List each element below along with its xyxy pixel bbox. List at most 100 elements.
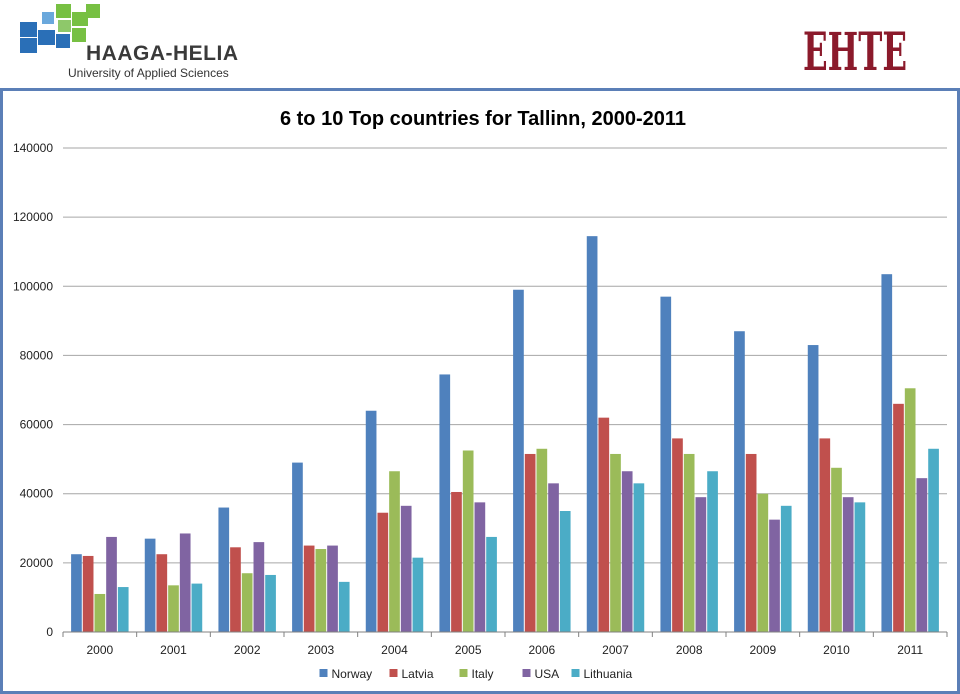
- haaga-helia-logo-icon: [20, 4, 100, 53]
- bar-usa-2008: [695, 497, 707, 632]
- axes: 0 20000 40000 60000 80000 100000 120000 140000 2…: [13, 141, 948, 657]
- bar-norway-2007: [586, 236, 598, 632]
- bar-italy-2004: [389, 471, 400, 632]
- y-tick-label: 120000: [13, 210, 53, 224]
- bar-norway-2005: [439, 374, 451, 632]
- x-tick-label: 2004: [381, 643, 408, 657]
- bar-norway-2004: [365, 410, 377, 632]
- bar-italy-2000: [94, 593, 106, 632]
- y-tick-label: 60000: [20, 418, 54, 432]
- bar-lithuania-2011: [928, 448, 939, 632]
- y-tick-label: 100000: [13, 279, 53, 293]
- haaga-helia-name: HAAGA-HELIA: [86, 42, 239, 65]
- x-tick-label: 2007: [602, 643, 629, 657]
- bar-lithuania-2001: [191, 583, 203, 632]
- bar-latvia-2004: [377, 512, 389, 632]
- bar-usa-2011: [916, 478, 928, 632]
- bars: [71, 236, 939, 632]
- bar-latvia-2005: [451, 491, 462, 632]
- y-tick-label: 140000: [13, 141, 53, 155]
- bar-norway-2010: [807, 345, 819, 632]
- bar-latvia-2010: [819, 438, 831, 632]
- x-tick-label: 2002: [234, 643, 261, 657]
- bar-norway-2006: [513, 289, 524, 632]
- bar-latvia-2001: [156, 554, 168, 632]
- legend-swatch-usa: [522, 669, 531, 677]
- bar-norway-2000: [71, 554, 82, 632]
- y-tick-label: 0: [46, 625, 53, 639]
- legend-swatch-lithuania: [571, 669, 580, 677]
- bar-lithuania-2000: [117, 587, 129, 632]
- haaga-helia-subtitle: University of Applied Sciences: [68, 66, 229, 80]
- bar-lithuania-2004: [412, 557, 424, 632]
- bar-usa-2010: [842, 497, 854, 632]
- x-tick-label: 2011: [897, 643, 923, 657]
- y-tick-label: 20000: [20, 556, 54, 570]
- legend-swatch-latvia: [389, 669, 398, 677]
- bar-italy-2005: [462, 450, 474, 632]
- bar-lithuania-2002: [265, 574, 276, 632]
- x-tick-label: 2010: [823, 643, 850, 657]
- slide-header: HAAGA-HELIA University of Applied Scienc…: [0, 0, 960, 88]
- x-tick-label: 2003: [307, 643, 334, 657]
- bar-italy-2008: [683, 453, 695, 632]
- bar-latvia-2007: [598, 417, 610, 632]
- x-tick-label: 2008: [676, 643, 703, 657]
- bar-latvia-2003: [303, 545, 315, 632]
- x-tick-label: 2006: [528, 643, 555, 657]
- bar-lithuania-2005: [486, 536, 497, 632]
- bar-lithuania-2010: [854, 502, 866, 632]
- legend-swatch-norway: [319, 669, 328, 677]
- legend-label-norway: Norway: [332, 667, 373, 681]
- bar-italy-2011: [904, 388, 916, 632]
- bar-norway-2011: [881, 274, 893, 632]
- bar-norway-2002: [218, 507, 230, 632]
- y-tick-label: 80000: [20, 348, 54, 362]
- bar-italy-2007: [610, 453, 621, 632]
- bar-latvia-2011: [893, 403, 904, 632]
- bar-latvia-2000: [82, 555, 94, 632]
- legend-label-lithuania: Lithuania: [584, 667, 633, 681]
- legend: Norway Latvia Italy USA Lithuania: [319, 667, 633, 681]
- bar-lithuania-2007: [633, 483, 645, 632]
- bar-italy-2006: [536, 448, 548, 632]
- bar-usa-2000: [106, 536, 117, 632]
- bar-latvia-2008: [672, 438, 683, 632]
- bar-usa-2007: [621, 471, 633, 632]
- bar-usa-2004: [400, 505, 412, 632]
- ehte-logo: EHTE: [803, 22, 907, 82]
- chart-frame: 0 20000 40000 60000 80000 100000 120000 140000 2…: [0, 88, 960, 694]
- bar-usa-2005: [474, 502, 486, 632]
- bar-usa-2006: [548, 483, 559, 632]
- bar-usa-2002: [253, 542, 265, 632]
- bar-norway-2008: [660, 296, 672, 632]
- legend-label-usa: USA: [535, 667, 560, 681]
- bar-chart: 0 20000 40000 60000 80000 100000 120000 140000 2…: [13, 108, 948, 681]
- bar-latvia-2006: [524, 453, 536, 632]
- bar-norway-2003: [292, 462, 303, 632]
- bar-italy-2010: [831, 467, 842, 632]
- x-tick-label: 2000: [86, 643, 113, 657]
- x-tick-label: 2009: [749, 643, 776, 657]
- legend-swatch-italy: [459, 669, 468, 677]
- bar-lithuania-2009: [780, 505, 792, 632]
- bar-latvia-2002: [230, 547, 241, 632]
- y-tick-label: 40000: [20, 487, 54, 501]
- bar-italy-2003: [315, 549, 327, 632]
- bar-italy-2002: [241, 573, 253, 632]
- chart-title: 6 to 10 Top countries for Tallinn, 2000-…: [280, 108, 686, 130]
- bar-norway-2009: [734, 331, 745, 632]
- bar-usa-2009: [769, 519, 780, 632]
- bar-lithuania-2006: [559, 511, 571, 632]
- x-tick-label: 2005: [455, 643, 482, 657]
- bar-norway-2001: [144, 538, 156, 632]
- legend-label-latvia: Latvia: [402, 667, 434, 681]
- bar-usa-2001: [179, 533, 191, 632]
- bar-italy-2001: [168, 585, 179, 632]
- bar-usa-2003: [327, 545, 338, 632]
- bar-latvia-2009: [745, 453, 757, 632]
- bar-italy-2009: [757, 493, 769, 632]
- bar-lithuania-2003: [338, 581, 350, 632]
- ehte-logo-text: EHTE: [803, 22, 907, 82]
- x-tick-label: 2001: [160, 643, 187, 657]
